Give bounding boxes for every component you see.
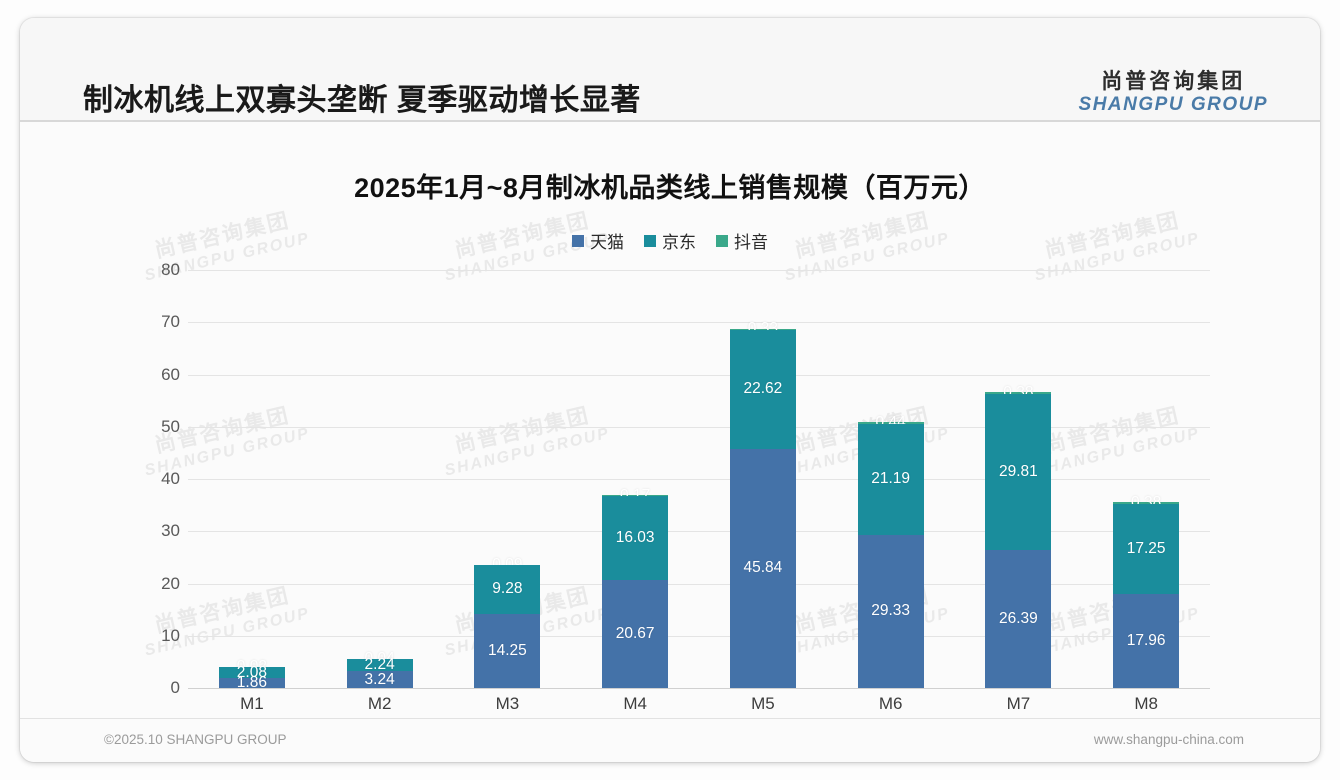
y-axis-tick-label: 70: [161, 312, 180, 332]
legend-item-京东[interactable]: 京东: [644, 228, 696, 253]
chart-title: 2025年1月~8月制冰机品类线上销售规模（百万元）: [354, 173, 986, 203]
gridline: [188, 322, 1210, 324]
gridline: [188, 583, 1210, 585]
legend-label: 天猫: [590, 233, 624, 252]
x-axis-tick-label: M4: [623, 694, 647, 713]
x-axis-tick-label: M8: [1134, 694, 1158, 713]
bar-group-M1[interactable]: 0.022.081.86: [218, 270, 285, 691]
bar-segment-京东-M2[interactable]: 2.24: [346, 656, 413, 674]
bar-value-label: 29.81: [998, 463, 1038, 481]
bar-value-label: 20.67: [615, 625, 655, 642]
bar-value-label: 1.86: [236, 674, 267, 692]
legend-label: 抖音: [734, 233, 768, 252]
logo-chinese-text: 尚普咨询集团: [1101, 70, 1246, 93]
y-axis-tick-label: 10: [161, 625, 180, 645]
bar-value-label: 2.24: [364, 656, 395, 674]
footer-copyright: ©2025.10 SHANGPU GROUP: [104, 732, 287, 747]
bar-segment-京东-M6[interactable]: 21.19: [857, 424, 924, 535]
x-axis-labels: M1 M2 M3 M4 M5 M6 M7 M8: [188, 694, 1210, 720]
legend-swatch-icon: [572, 234, 584, 247]
x-axis-line: [188, 688, 1210, 689]
gridline: [188, 426, 1210, 428]
slide-footer: ©2025.10 SHANGPU GROUP www.shangpu-china…: [20, 718, 1320, 762]
bar-segment-天猫-M4[interactable]: 20.67: [602, 580, 669, 688]
bar-value-label: 45.84: [743, 559, 783, 577]
bar-segment-天猫-M8[interactable]: 17.96: [1113, 594, 1180, 688]
bar-segment-京东-M7[interactable]: 29.81: [985, 394, 1052, 551]
page-title: 制冰机线上双寡头垄断 夏季驱动增长显著: [83, 84, 641, 117]
bar-value-label: 21.19: [871, 470, 911, 488]
bar-group-M6[interactable]: 0.44 21.19 29.33: [857, 270, 924, 688]
x-axis-tick-label: M2: [367, 694, 392, 713]
bar-value-label: 14.25: [487, 641, 527, 659]
y-axis-tick-label: 50: [161, 416, 180, 436]
logo-english-text: SHANGPU GROUP: [1078, 94, 1268, 116]
bar-value-label: 3.24: [364, 670, 395, 688]
y-axis-tick-label: 40: [161, 469, 180, 488]
x-axis-tick-label: M7: [1006, 694, 1031, 713]
bar-segment-天猫-M2[interactable]: 3.24: [346, 670, 413, 688]
bar-segment-京东-M5[interactable]: 22.62: [729, 330, 796, 449]
gridline: [188, 270, 1210, 271]
y-axis-tick-label: 20: [161, 573, 180, 593]
bar-value-label: 17.25: [1126, 540, 1166, 558]
bar-group-M7[interactable]: 0.38 29.81 26.39: [985, 270, 1052, 688]
legend-swatch-icon: [716, 234, 728, 247]
bar-value-label: 26.39: [998, 610, 1038, 628]
footer-website: www.shangpu-china.com: [1093, 732, 1244, 747]
bar-segment-京东-M4[interactable]: 16.03: [602, 496, 669, 580]
bar-segment-天猫-M5[interactable]: 45.84: [729, 448, 796, 688]
gridline: [188, 531, 1210, 533]
bar-segment-京东-M3[interactable]: 9.28: [474, 565, 541, 614]
bar-value-label: 17.96: [1126, 632, 1166, 650]
bar-value-label: 2.08: [236, 663, 267, 681]
bar-value-label: 9.28: [492, 580, 523, 598]
legend-label: 京东: [662, 233, 696, 252]
bar-segment-京东-M8[interactable]: 17.25: [1113, 504, 1180, 595]
bar-segment-天猫-M3[interactable]: 14.25: [474, 613, 541, 688]
bar-value-label: 22.62: [743, 380, 783, 398]
bar-value-label: 16.03: [615, 529, 655, 547]
chart-legend: 天猫 京东 抖音: [20, 228, 1320, 253]
slide-header: 制冰机线上双寡头垄断 夏季驱动增长显著 尚普咨询集团 SHANGPU GROUP: [20, 18, 1320, 122]
gridline: [188, 374, 1210, 376]
bar-series-container: 0.022.081.860.042.243.240.099.2814.250.1…: [188, 270, 1210, 691]
bar-group-M8[interactable]: 0.38 17.25 17.96: [1113, 270, 1180, 688]
x-axis-tick-label: M6: [878, 694, 903, 713]
gridline: [188, 479, 1210, 480]
x-axis-tick-label: M3: [495, 694, 520, 713]
bar-segment-天猫-M7[interactable]: 26.39: [985, 550, 1052, 688]
legend-item-天猫[interactable]: 天猫: [572, 228, 624, 253]
slide-canvas: 制冰机线上双寡头垄断 夏季驱动增长显著 尚普咨询集团 SHANGPU GROUP…: [20, 18, 1320, 762]
y-axis-tick-label: 30: [161, 521, 180, 541]
gridline: [188, 635, 1210, 637]
bar-group-M2[interactable]: 0.042.243.24: [346, 270, 413, 688]
bar-value-label: 29.33: [871, 602, 911, 620]
chart-plot-area: 80 70 60 50 40 30 20 10 0 0.022.081.86 0.042.243.…: [161, 260, 1210, 697]
bar-group-M5[interactable]: 0.33 22.62 45.84: [729, 270, 796, 688]
legend-swatch-icon: [644, 234, 656, 247]
x-axis-tick-label: M5: [751, 694, 775, 713]
y-axis-tick-label: 80: [161, 260, 180, 279]
bar-segment-天猫-M1[interactable]: 1.86: [218, 674, 285, 691]
legend-item-抖音[interactable]: 抖音: [716, 228, 768, 253]
brand-logo: 尚普咨询集团 SHANGPU GROUP: [1079, 70, 1268, 116]
y-axis-tick-label: 60: [161, 364, 180, 384]
x-axis-tick-label: M1: [240, 694, 264, 713]
y-axis-tick-label: 0: [170, 678, 180, 697]
bar-segment-京东-M1[interactable]: 2.08: [218, 664, 285, 681]
bar-segment-天猫-M6[interactable]: 29.33: [857, 534, 924, 688]
